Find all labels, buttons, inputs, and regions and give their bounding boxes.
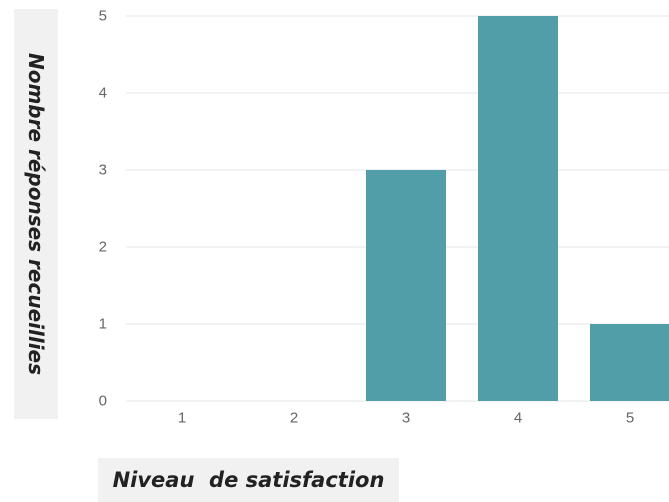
y-tick-label: 0 [99,393,107,410]
x-axis-ticks: 1 2 3 4 5 [178,410,634,427]
y-axis-title-box: Nombre réponses recueillies [14,9,58,419]
x-tick-label: 2 [290,410,298,427]
y-axis-title: Nombre réponses recueillies [24,52,48,376]
bar [366,170,446,401]
bar [590,324,669,401]
bar [478,16,558,401]
bars [366,16,669,401]
x-tick-label: 4 [514,410,522,427]
x-axis-title: Niveau de satisfaction [112,468,385,492]
y-tick-label: 2 [99,239,107,256]
x-tick-label: 3 [402,410,410,427]
y-axis-ticks: 0 1 2 3 4 5 [99,8,107,410]
x-tick-label: 5 [626,410,634,427]
x-axis-title-box: Niveau de satisfaction [98,458,399,502]
y-tick-label: 5 [99,8,107,25]
y-tick-label: 1 [99,316,107,333]
x-tick-label: 1 [178,410,186,427]
y-tick-label: 3 [99,162,107,179]
y-tick-label: 4 [99,85,107,102]
